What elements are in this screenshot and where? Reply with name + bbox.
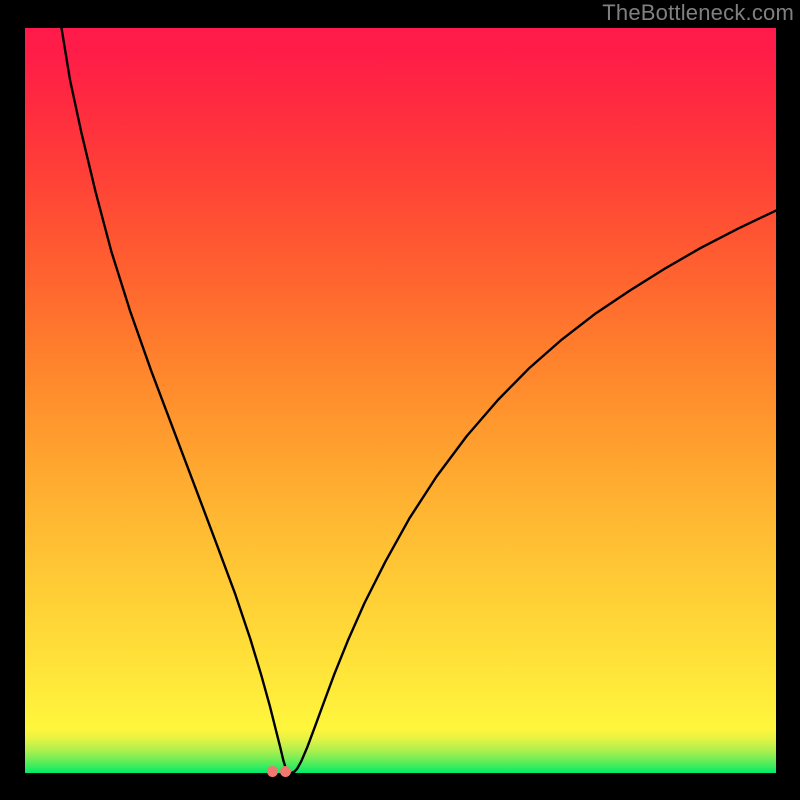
- watermark-text: TheBottleneck.com: [602, 0, 794, 26]
- valley-marker-1: [280, 766, 291, 777]
- valley-marker-0: [267, 766, 278, 777]
- plot-area: [25, 28, 776, 773]
- bottleneck-curve: [25, 28, 776, 773]
